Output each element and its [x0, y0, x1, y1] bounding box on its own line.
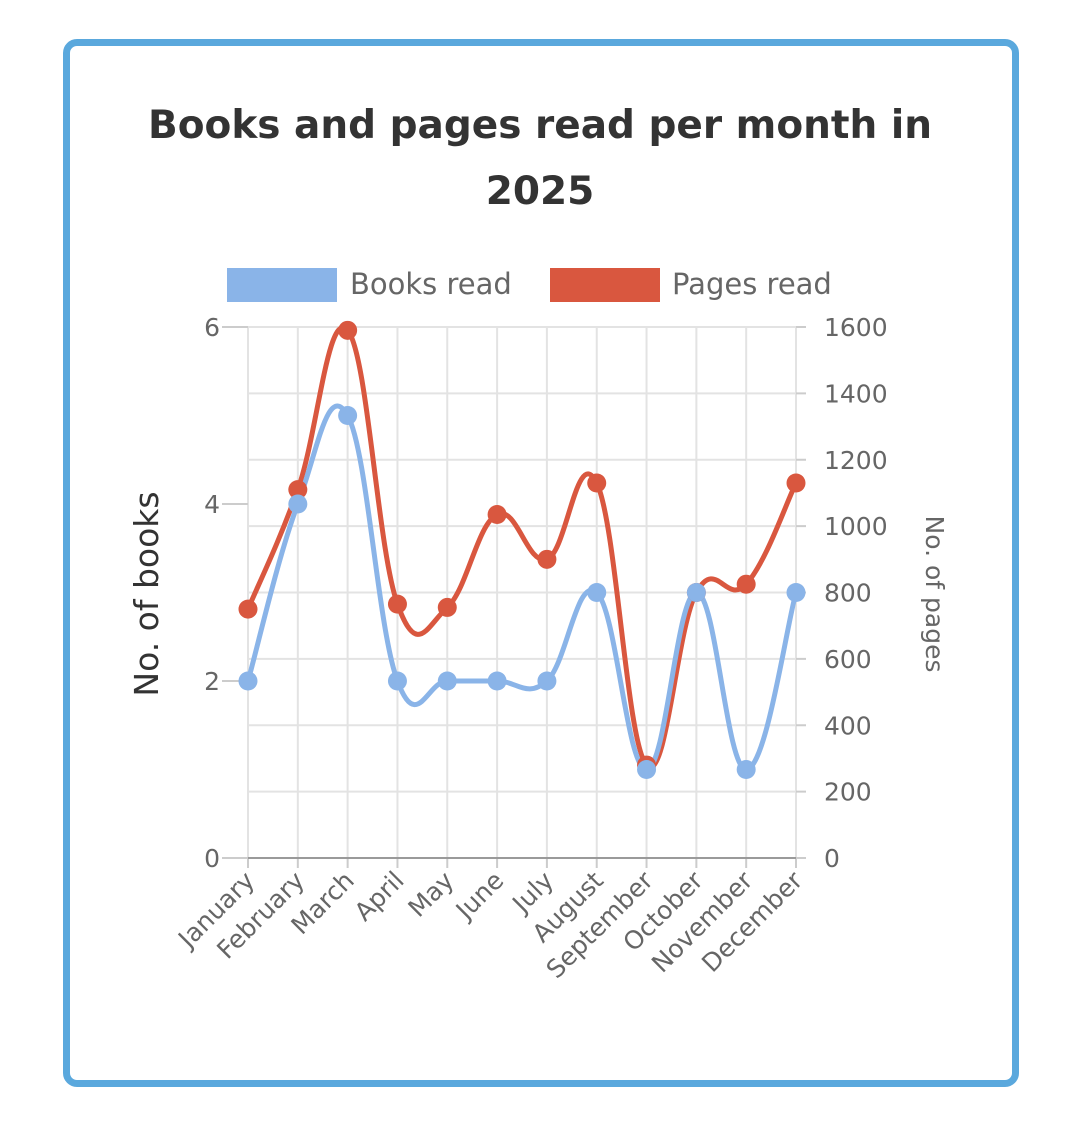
grid — [247, 326, 797, 859]
data-point-books[interactable] — [288, 494, 308, 514]
y2-tick-label: 1200 — [824, 446, 888, 475]
x-tick-label: June — [449, 866, 509, 926]
data-point-pages[interactable] — [736, 574, 756, 594]
y2-tick-label: 200 — [824, 778, 872, 807]
data-point-books[interactable] — [238, 671, 258, 691]
y-tick-label: 0 — [204, 844, 220, 873]
legend: Books read Pages read — [227, 267, 832, 302]
y-tick-label: 4 — [204, 490, 220, 519]
series-points — [238, 320, 806, 779]
data-point-books[interactable] — [437, 671, 457, 691]
y2-axis-label: No. of pages — [920, 516, 949, 673]
legend-label-books: Books read — [350, 267, 512, 301]
y2-tick-label: 0 — [824, 844, 840, 873]
data-point-pages[interactable] — [238, 599, 258, 619]
data-point-books[interactable] — [786, 583, 806, 602]
data-point-pages[interactable] — [587, 473, 607, 493]
y-tick-label: 2 — [204, 667, 220, 696]
data-point-pages[interactable] — [338, 320, 358, 340]
chart-title-line-2: 2025 — [486, 169, 595, 214]
chart-title-line-1: Books and pages read per month in — [148, 103, 932, 148]
data-point-books[interactable] — [587, 583, 607, 602]
data-point-pages[interactable] — [437, 597, 457, 617]
y2-tick-label: 1000 — [824, 512, 888, 541]
data-point-books[interactable] — [537, 671, 557, 691]
x-tick-label: May — [402, 866, 459, 923]
legend-swatch-pages — [550, 268, 660, 302]
data-point-pages[interactable] — [487, 505, 507, 525]
axes: 02004006008001000120014001600JanuaryFebr… — [171, 313, 887, 984]
y-axis-label: No. of books — [127, 491, 166, 696]
y2-tick-label: 400 — [824, 711, 872, 740]
data-point-books[interactable] — [338, 406, 358, 425]
data-point-books[interactable] — [686, 583, 706, 602]
y2-tick-label: 600 — [824, 645, 872, 674]
y2-tick-label: 1400 — [824, 379, 888, 408]
data-point-books[interactable] — [736, 760, 756, 779]
legend-label-pages: Pages read — [672, 267, 832, 301]
y-tick-label: 6 — [204, 313, 220, 342]
data-point-pages[interactable] — [387, 594, 407, 614]
data-point-books[interactable] — [637, 760, 657, 779]
y2-tick-label: 1600 — [824, 313, 888, 342]
legend-swatch-books — [227, 268, 337, 302]
x-tick-label: April — [349, 866, 410, 927]
data-point-pages[interactable] — [288, 480, 308, 500]
data-point-pages[interactable] — [537, 549, 557, 569]
data-point-pages[interactable] — [786, 473, 806, 493]
data-point-books[interactable] — [487, 671, 507, 691]
data-point-books[interactable] — [387, 671, 407, 691]
y2-tick-label: 800 — [824, 579, 872, 608]
